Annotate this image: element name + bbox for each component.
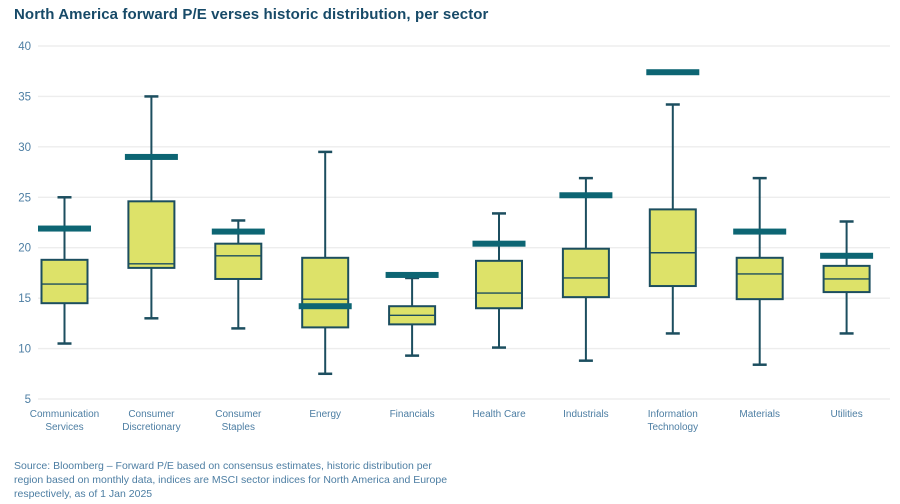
iqr-box bbox=[475, 259, 523, 310]
source-note: Source: Bloomberg – Forward P/E based on… bbox=[14, 460, 448, 500]
y-tick-label: 25 bbox=[18, 192, 31, 204]
y-tick-label: 15 bbox=[18, 293, 31, 305]
y-tick-label: 30 bbox=[18, 142, 31, 154]
x-category-label: Industrials bbox=[563, 409, 609, 420]
x-category-label: Energy bbox=[309, 409, 341, 420]
iqr-box bbox=[301, 256, 350, 329]
iqr-box bbox=[40, 258, 89, 305]
current-pe-mark bbox=[646, 69, 700, 76]
x-category-label: Communication Services bbox=[30, 409, 99, 433]
x-category-label: Consumer Discretionary bbox=[122, 409, 180, 433]
current-pe-mark bbox=[733, 228, 787, 235]
y-tick-label: 40 bbox=[18, 41, 31, 53]
x-category-label: Materials bbox=[739, 409, 780, 420]
chart-title: North America forward P/E verses histori… bbox=[14, 6, 489, 23]
x-category-label: Consumer Staples bbox=[215, 409, 262, 433]
current-pe-mark bbox=[298, 303, 352, 310]
iqr-box bbox=[648, 208, 697, 288]
y-tick-label: 5 bbox=[25, 394, 31, 406]
current-pe-mark bbox=[385, 271, 439, 278]
current-pe-mark bbox=[38, 225, 91, 232]
iqr-box bbox=[735, 256, 784, 301]
y-tick-label: 35 bbox=[18, 91, 31, 103]
x-category-label: Utilities bbox=[830, 409, 862, 420]
current-pe-mark bbox=[820, 252, 874, 259]
iqr-box bbox=[561, 247, 610, 299]
x-category-label: Health Care bbox=[472, 409, 526, 420]
current-pe-mark bbox=[124, 153, 178, 160]
iqr-box bbox=[127, 200, 176, 269]
x-category-label: Information Technology bbox=[648, 409, 699, 433]
current-pe-mark bbox=[211, 228, 265, 235]
y-tick-label: 20 bbox=[18, 243, 31, 255]
boxplot-chart: 40 35 30 25 20 15 10 5 Communication Services Cons… bbox=[18, 41, 890, 433]
x-category-label: Financials bbox=[390, 409, 435, 420]
current-pe-mark bbox=[559, 192, 613, 199]
iqr-box bbox=[214, 242, 263, 280]
y-tick-label: 10 bbox=[18, 344, 31, 356]
current-pe-mark bbox=[472, 240, 526, 247]
